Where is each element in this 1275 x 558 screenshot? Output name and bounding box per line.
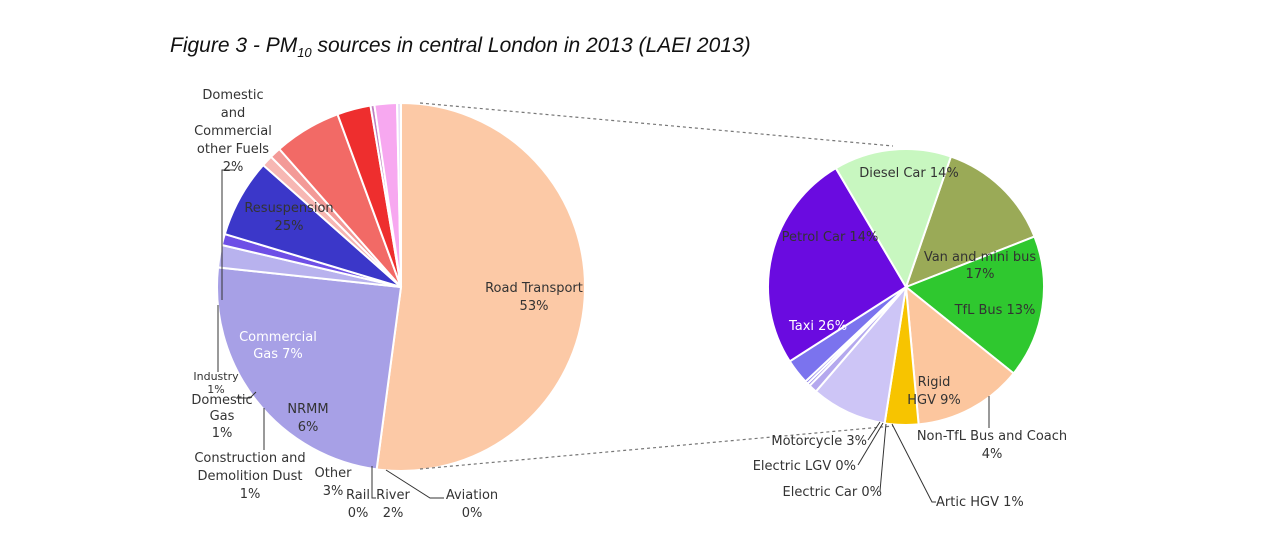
label-dcof-1: Domestic [202,88,263,103]
label-dcof-4: other Fuels [197,142,269,157]
figure-title-prefix: Figure 3 - PM [170,34,298,57]
label-road-transport: Road Transport [485,281,583,296]
label-non-tfl-pct: 4% [982,447,1003,462]
label-diesel-car: Diesel Car 14% [859,166,959,181]
connector-line-top [419,102,894,147]
left-pie [216,101,586,472]
leader-line-motorcycle [867,421,881,441]
right-pie-slice-tfl-bus [904,284,1016,426]
label-rigid-pct: HGV 9% [907,393,961,408]
label-rail: Rail [346,488,370,503]
label-other: Other [315,466,353,481]
leader-line-aviation [385,469,444,499]
right-pie-slice-petrol-car [834,148,953,290]
label-domestic-gas-2: Gas [210,409,235,424]
label-construction-1: Construction and [194,451,305,466]
right-pie-slice-van-and-mini-bus [904,235,1045,375]
leader-line-dcof [221,169,235,300]
label-petrol-car: Petrol Car 14% [782,230,879,245]
label-commercial-gas: Commercial [239,330,317,345]
label-motorcycle: Motorcycle 3% [771,434,867,449]
label-taxi: Taxi 26% [788,319,847,334]
figure-title-subscript: 10 [297,45,312,61]
label-construction-pct: 1% [240,487,261,502]
leader-line-electric-lgv [857,422,884,466]
label-industry: Industry [193,370,239,383]
connector-line-bottom [419,425,894,470]
leader-line-electric-car [879,423,887,492]
label-electric-lgv: Electric LGV 0% [753,459,856,474]
figure-title-suffix: sources in central London in 2013 (LAEI … [311,34,751,57]
label-dcof-3: Commercial [194,124,272,139]
leader-line-artic [891,423,936,503]
label-aviation-pct: 0% [462,506,483,521]
label-other-pct: 3% [323,484,344,499]
label-electric-car: Electric Car 0% [783,485,882,500]
label-river: River [376,488,410,503]
label-river-pct: 2% [383,506,404,521]
label-artic-hgv: Artic HGV 1% [936,495,1024,510]
left-pie-slice-resuspension [216,266,403,471]
label-rigid: Rigid [918,375,951,390]
label-tfl-bus: TfL Bus 13% [954,303,1036,318]
label-dcof-2: and [221,106,245,121]
label-van-pct: 17% [966,267,995,282]
right-pie [767,148,1045,426]
label-resuspension-pct: 25% [275,219,304,234]
label-resuspension: Resuspension [244,201,333,216]
label-construction-2: Demolition Dust [197,469,302,484]
figure-title: Figure 3 - PM10 sources in central Londo… [170,34,751,60]
label-road-transport-pct: 53% [520,299,549,314]
leader-line-domestic-gas [236,391,257,399]
right-pie-slice-diesel-car [904,155,1036,289]
label-industry-pct: 1% [207,383,224,396]
label-domestic-gas-1: Domestic [191,393,252,408]
label-van: Van and mini bus [924,250,1037,265]
label-non-tfl: Non-TfL Bus and Coach [917,429,1067,444]
label-commercial-gas-pct: Gas 7% [253,347,303,362]
label-aviation: Aviation [446,488,498,503]
label-dcof-pct: 2% [223,160,244,175]
label-nrmm: NRMM [287,402,328,417]
label-domestic-gas-pct: 1% [212,426,233,441]
leader-line-rail [371,466,376,499]
right-pie-slice-taxi [767,166,908,363]
left-pie-slice-road-transport [375,101,586,472]
label-nrmm-pct: 6% [298,420,319,435]
label-rail-pct: 0% [348,506,369,521]
left-pie-slice-aviation [396,101,402,288]
